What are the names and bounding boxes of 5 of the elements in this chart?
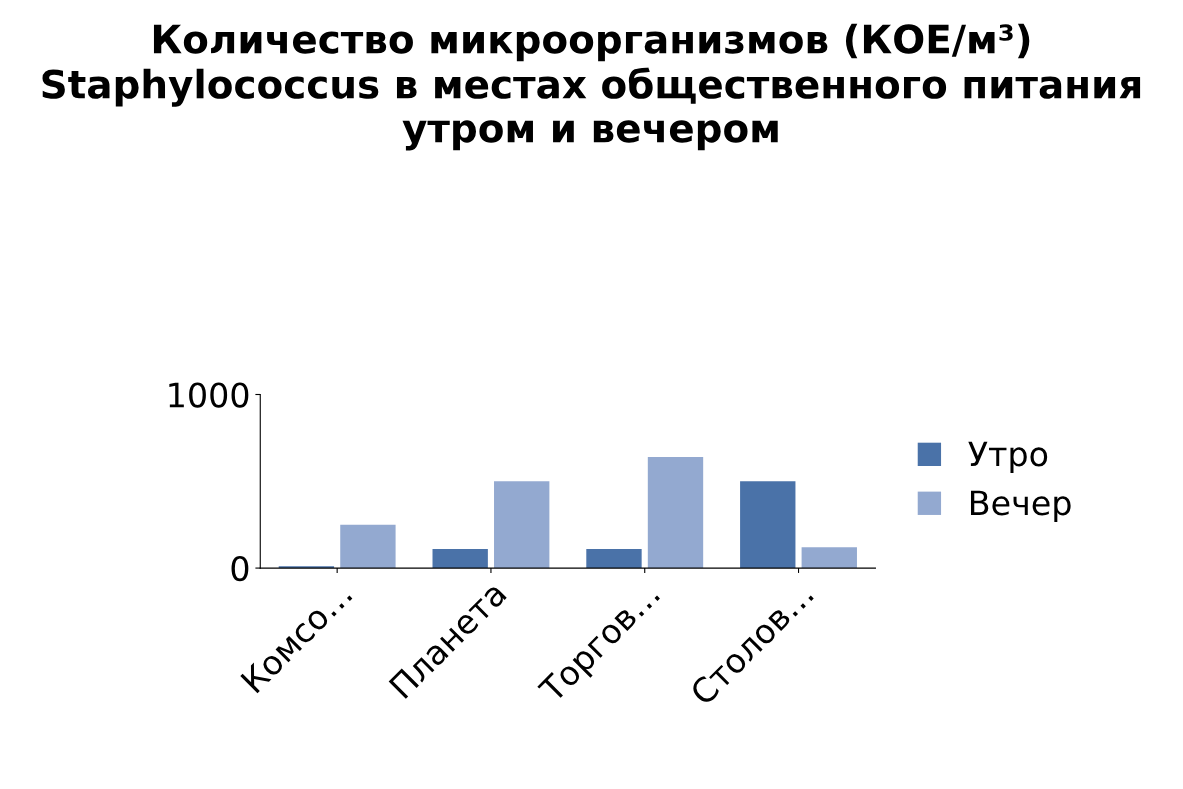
legend-label: Утро [968,441,1048,473]
y-tick-label: 0 [231,556,249,582]
y-tick-label: 1000 [169,382,249,408]
chart-title: Количество микроорганизмов (КОЕ/м³) Staphylococcus в местах общественного питания утром и вечером [42,23,1141,151]
legend-label: Вечер [970,490,1071,522]
